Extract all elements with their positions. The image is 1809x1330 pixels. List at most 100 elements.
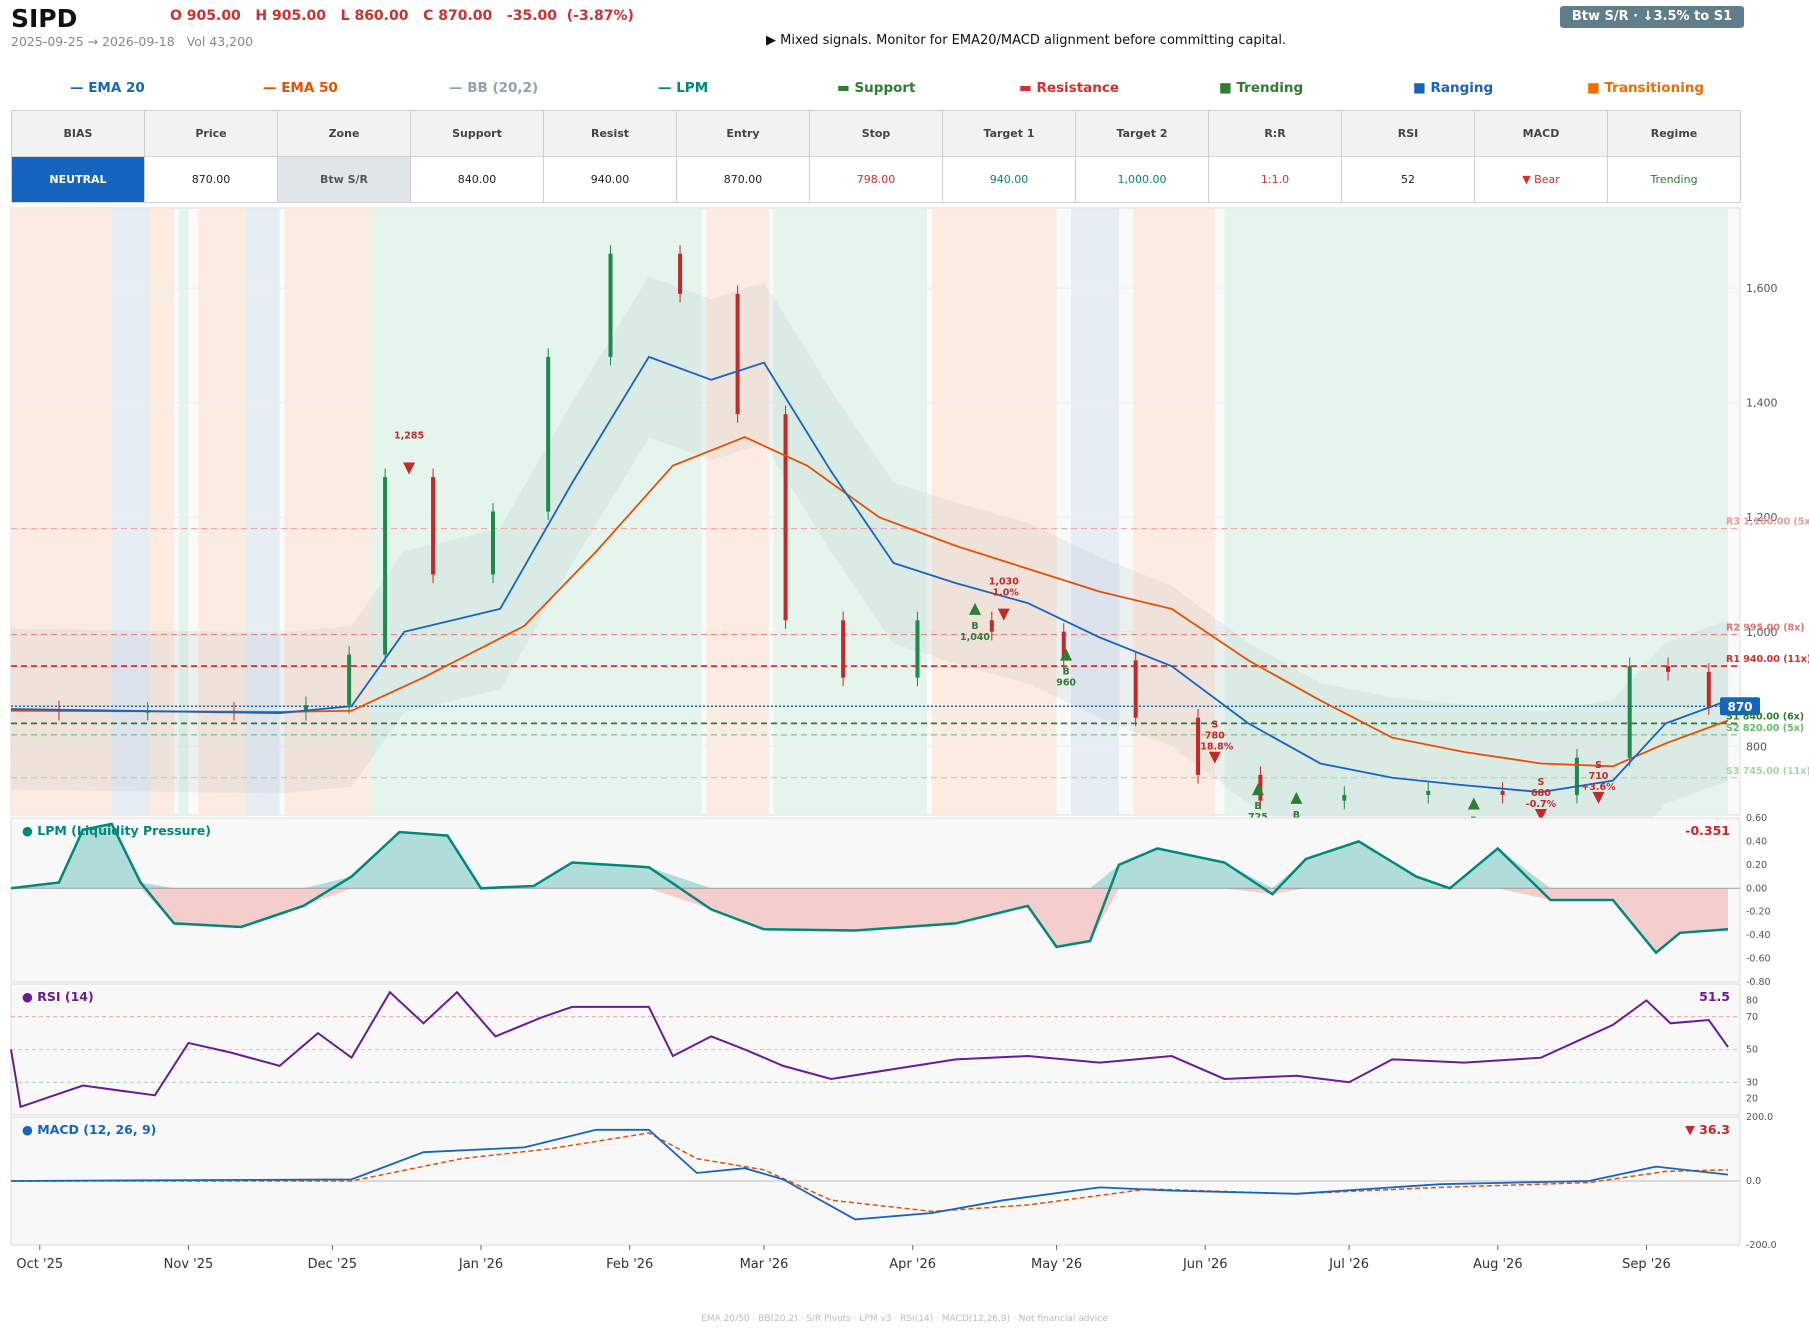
lpm-tick-label: -0.20 <box>1746 907 1771 918</box>
regime-band <box>370 208 702 815</box>
candle-body <box>989 620 994 632</box>
cell-rsi: 52 <box>1341 156 1475 203</box>
level-label-r2: R2 995.00 (8x) <box>1726 623 1805 634</box>
signal-label: -1.0% <box>989 588 1020 599</box>
signal-label: B <box>971 621 978 632</box>
legend-ema20[interactable]: — EMA 20 <box>70 80 145 96</box>
col-header-target-2: Target 2 <box>1075 110 1209 157</box>
x-tick-label: Jun '26 <box>1182 1257 1228 1272</box>
candle-body <box>1706 671 1711 707</box>
x-tick-label: Oct '25 <box>16 1257 63 1272</box>
lpm-tick-label: 0.60 <box>1746 813 1767 824</box>
legend-transitioning[interactable]: ■ Transitioning <box>1587 80 1705 96</box>
signal-label: S <box>1595 760 1602 771</box>
x-tick-label: Dec '25 <box>308 1257 357 1272</box>
footer-note: EMA 20/50 · BB(20,2) · S/R Pivots · LPM … <box>701 1314 1108 1324</box>
regime-band <box>284 208 371 815</box>
col-header-entry: Entry <box>676 110 810 157</box>
chart-legend: — EMA 20 — EMA 50 — BB (20,2) — LPM ▬ Su… <box>0 80 1760 100</box>
legend-trending[interactable]: ■ Trending <box>1219 80 1304 96</box>
signal-label: B <box>1254 801 1261 812</box>
legend-lpm[interactable]: — LPM <box>658 80 709 96</box>
candle-body <box>915 620 920 678</box>
col-header-r-r: R:R <box>1208 110 1342 157</box>
candle-body <box>608 253 613 357</box>
x-tick-label: Feb '26 <box>606 1257 653 1272</box>
lpm-last-value: -0.351 <box>1685 823 1730 838</box>
buy-marker <box>1467 797 1480 810</box>
price-tick-label: 1,600 <box>1746 282 1778 295</box>
price-tag <box>1720 697 1760 716</box>
regime-band <box>931 208 1057 815</box>
legend-support[interactable]: ▬ Support <box>837 80 916 96</box>
col-header-zone: Zone <box>277 110 411 157</box>
ema20-line <box>10 355 1729 794</box>
cell-price: 870.00 <box>144 156 278 203</box>
rsi-tick-label: 30 <box>1746 1077 1758 1088</box>
col-header-support: Support <box>410 110 544 157</box>
candle-body <box>1133 660 1138 718</box>
signal-label: 1,285 <box>394 431 424 442</box>
lpm-tick-label: 0.20 <box>1746 860 1767 871</box>
candle-body <box>1574 757 1579 795</box>
sell-marker <box>1208 751 1221 764</box>
regime-band <box>1133 208 1215 815</box>
date-range-volume: 2025-09-25 → 2026-09-18 Vol 43,200 <box>11 34 254 49</box>
x-tick-label: Sep '26 <box>1622 1257 1671 1272</box>
level-label-r3: R3 1,180.00 (5x) <box>1726 517 1809 528</box>
legend-ranging[interactable]: ■ Ranging <box>1413 80 1494 96</box>
signal-message: ▶ Mixed signals. Monitor for EMA20/MACD … <box>766 33 1287 48</box>
candle-body <box>546 356 551 512</box>
sell-marker <box>1592 791 1605 804</box>
col-header-stop: Stop <box>809 110 943 157</box>
col-header-resist: Resist <box>543 110 677 157</box>
cell-target-2: 1,000.00 <box>1075 156 1209 203</box>
candle-body <box>1196 717 1201 775</box>
price-tick-label: 1,000 <box>1746 626 1778 639</box>
legend-resistance[interactable]: ▬ Resistance <box>1019 80 1120 96</box>
macd-line <box>10 1128 1729 1221</box>
rsi-tick-label: 20 <box>1746 1094 1758 1105</box>
lpm-positive-area <box>11 823 1728 889</box>
candle-body <box>303 705 308 712</box>
candle-body <box>1627 666 1632 758</box>
signal-label: 680 <box>1531 788 1551 799</box>
level-label-s3: S3 745.00 (11x) <box>1726 766 1809 777</box>
regime-band <box>1224 208 1728 815</box>
ticker-symbol: SIPD <box>11 4 78 33</box>
legend-ema50[interactable]: — EMA 50 <box>263 80 338 96</box>
regime-band <box>150 208 175 815</box>
cell-target-1: 940.00 <box>942 156 1076 203</box>
signal-label: +3.6% <box>1581 782 1616 793</box>
candle-body <box>431 477 436 575</box>
price-tick-label: 1,400 <box>1746 397 1778 410</box>
x-tick-label: Jan '26 <box>458 1257 503 1272</box>
candle-body <box>1258 774 1263 801</box>
zone-badge: Btw S/R · ↓3.5% to S1 <box>1560 6 1744 28</box>
candle-body <box>678 253 683 294</box>
cell-resist: 940.00 <box>543 156 677 203</box>
lpm-title: ● LPM (Liquidity Pressure) <box>22 823 211 838</box>
x-tick-label: Jul '26 <box>1328 1257 1369 1272</box>
col-header-macd: MACD <box>1474 110 1608 157</box>
lpm-panel-bg <box>10 817 1741 983</box>
macd-last-value: ▼ 36.3 <box>1685 1122 1730 1137</box>
lpm-line <box>10 822 1729 955</box>
table-value-row: NEUTRAL 870.00 Btw S/R 840.00 940.00 870.00 79… <box>11 156 1741 203</box>
macd-tick-label: 0.0 <box>1746 1176 1761 1187</box>
level-label-s2: S2 820.00 (5x) <box>1726 723 1804 734</box>
ohlc-readout: O 905.00 H 905.00 L 860.00 C 870.00 -35.… <box>170 8 634 24</box>
x-tick-label: Mar '26 <box>740 1257 789 1272</box>
sell-marker <box>997 608 1010 621</box>
legend-bollinger[interactable]: — BB (20,2) <box>449 80 539 96</box>
signal-label: B <box>1293 810 1300 821</box>
candle-body <box>735 293 740 415</box>
price-tag-label: 870 <box>1727 700 1752 714</box>
trade-summary-table: BIAS Price Zone Support Resist Entry Stop Targe… <box>11 110 1741 203</box>
signal-label: S <box>1211 720 1218 731</box>
regime-band <box>1070 208 1119 815</box>
cell-r-r: 1:1.0 <box>1208 156 1342 203</box>
price-tick-label: 800 <box>1746 740 1767 753</box>
rsi-last-value: 51.5 <box>1699 989 1730 1004</box>
